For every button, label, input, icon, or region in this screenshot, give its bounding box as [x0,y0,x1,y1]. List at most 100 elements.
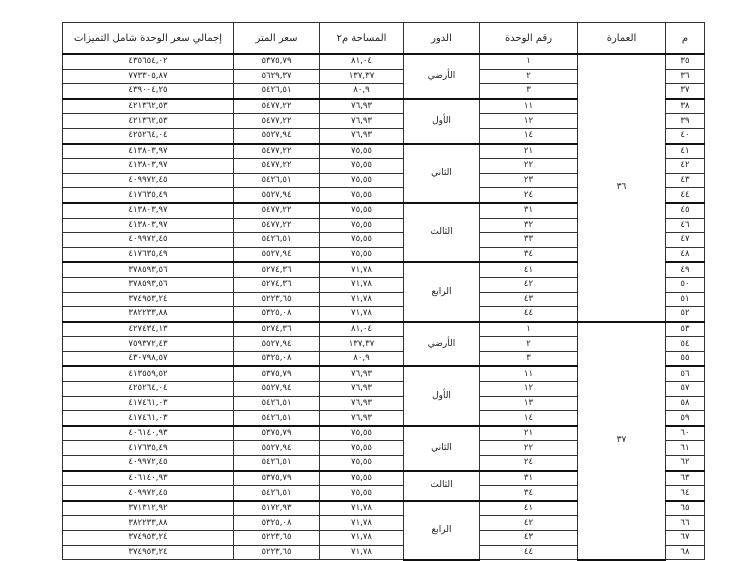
table-row: ٤٥ ٣١ الثالث ٧٥,٥٥ ٥٤٧٧,٢٢ ٤١٣٨٠٣,٩٧ [62,201,705,264]
unit-area: ٧٥,٥٥ [319,485,404,502]
unit-area: ٧٥,٥٥ [319,217,404,234]
unit-area: ٧٦,٩٣ [319,113,404,129]
unit-number: ٣٤ [479,485,578,502]
unit-total-price: ٣٧٤٩٥٣,٢٤ [62,291,234,308]
unit-total-price: ٤٠٩٩٧٢,٤٥ [62,232,234,248]
row-number: ٤١ [665,142,705,160]
row-number: ٣٥ [665,52,705,70]
unit-area: ٧٥,٥٥ [319,201,404,219]
row-number: ٦١ [665,440,705,457]
price-per-meter: ٥٥٢٧,٩٤ [233,187,320,204]
row-number: ٤٥ [665,201,705,219]
unit-area: ٧٥,٥٥ [319,440,404,457]
unit-area: ٧١,٧٨ [319,530,404,546]
unit-number: ٤٣ [479,291,578,308]
header-row: م العمارة رقم الوحدة الدور المساحة م٢ سع… [62,22,705,55]
row-number: ٦٣ [665,469,705,487]
price-per-meter: ٥٤٧٧,٢٢ [233,97,320,115]
price-per-meter: ٥٤٢٦,٥١ [233,232,320,248]
unit-area: ٨١,٠٤ [319,320,404,338]
unit-number: ١٤ [479,410,578,427]
unit-area: ٧١,٧٨ [319,291,404,308]
unit-number: ٤٤ [479,544,578,561]
unit-number: ٤٤ [479,306,578,323]
floor-name: الثاني [403,424,480,472]
unit-area: ١٣٧,٣٧ [319,68,404,85]
row-number: ٥٦ [665,365,705,383]
row-number: ٥٥ [665,350,705,367]
unit-number: ٢٣ [479,172,578,189]
unit-number: ١ [479,52,578,70]
floor-name: الثالث [403,469,480,502]
unit-number: ١ [479,320,578,338]
row-number: ٦٠ [665,424,705,442]
price-per-meter: ٥٥٢٧,٩٤ [233,127,320,145]
unit-total-price: ٧٥٩٣٧٢,٤٣ [62,336,234,352]
unit-total-price: ٤١٧٤٦١,٠٣ [62,395,234,412]
row-number: ٣٧ [665,83,705,100]
unit-total-price: ٤١٣٨٠٣,٩٧ [62,217,234,234]
row-number: ٥٧ [665,381,705,397]
floor-name: الرابع [403,499,480,561]
row-number: ٥٠ [665,276,705,293]
price-per-meter: ٥٣٧٥,٧٩ [233,424,320,442]
price-per-meter: ٥٣٧٥,٧٩ [233,52,320,70]
unit-total-price: ٤١٧٤٦١,٠٣ [62,410,234,427]
table-row: ٦٧ ٤٣ ٧١,٧٨ ٥٢٢٣,٦٥ ٣٧٤٩٥٣,٢٤ [62,530,705,546]
unit-area: ٧٦,٩٣ [319,127,404,145]
building-number: ٣٧ [577,320,666,561]
unit-area: ٨٠,٩ [319,350,404,367]
price-per-meter: ٥١٧٢,٩٣ [233,499,320,517]
unit-area: ٧٦,٩٣ [319,381,404,397]
table-row: ٥٤ ٢ ١٣٧,٣٧ ٥٥٢٧,٩٤ ٧٥٩٣٧٢,٤٣ [62,336,705,352]
row-number: ٦٢ [665,455,705,472]
unit-total-price: ٤١٧٦٣٥,٤٩ [62,187,234,204]
unit-number: ٣١ [479,469,578,487]
unit-number: ٣٤ [479,246,578,263]
row-number: ٦٧ [665,530,705,546]
unit-number: ١١ [479,97,578,115]
row-number: ٣٩ [665,113,705,129]
header-floor: الدور [403,22,480,55]
row-number: ٤٣ [665,172,705,189]
price-per-meter: ٥٢٧٤,٣٦ [233,261,320,278]
unit-number: ٤٣ [479,530,578,546]
table-row: ٥٨ ١٣ ٧٦,٩٣ ٥٤٢٦,٥١ ٤١٧٤٦١,٠٣ [62,395,705,412]
price-per-meter: ٥٣٢٥,٠٨ [233,350,320,367]
unit-total-price: ٤١٧٦٣٥,٤٩ [62,440,234,457]
unit-total-price: ٤١٣٨٠٣,٩٧ [62,158,234,174]
unit-number: ٣١ [479,201,578,219]
price-per-meter: ٥٣٧٥,٧٩ [233,365,320,383]
unit-total-price: ٤٢١٣٦٢,٥٣ [62,97,234,115]
unit-total-price: ٤٠٦١٤٠,٩٣ [62,424,234,442]
price-per-meter: ٥٤٢٦,٥١ [233,485,320,502]
row-number: ٥٣ [665,320,705,338]
unit-number: ٢٢ [479,158,578,174]
floor-name: الثاني [403,142,480,204]
table-row: ٦١ ٢٢ ٧٥,٥٥ ٥٥٢٧,٩٤ ٤١٧٦٣٥,٤٩ [62,440,705,457]
unit-area: ٨٠,٩ [319,83,404,100]
unit-area: ٧٦,٩٣ [319,410,404,427]
row-number: ٥٤ [665,336,705,352]
header-building: العمارة [577,22,666,55]
price-per-meter: ٥٢٧٤,٣٦ [233,276,320,293]
unit-area: ٧٥,٥٥ [319,455,404,472]
row-number: ٤٨ [665,246,705,263]
floor-name: الأرضي [403,53,480,100]
row-number: ٦٦ [665,515,705,531]
unit-total-price: ٤٣٩٠٠٤,٢٥ [62,83,234,100]
unit-total-price: ٤٠٩٩٧٢,٤٥ [62,172,234,189]
price-per-meter: ٥٤٢٦,٥١ [233,83,320,100]
table-row: ٦٤ ٣٤ ٧٥,٥٥ ٥٤٢٦,٥١ ٤٠٩٩٧٢,٤٥ [62,485,705,502]
unit-number: ٤١ [479,499,578,517]
unit-area: ٧٥,٥٥ [319,142,404,160]
table-row: ٣٩ ١٢ ٧٦,٩٣ ٥٤٧٧,٢٢ ٤٢١٣٦٢,٥٣ [62,113,705,129]
price-per-meter: ٥٦٢٩,٣٧ [233,68,320,85]
unit-number: ١٤ [479,127,578,145]
table-row: ٥٧ ١٢ ٧٦,٩٣ ٥٥٢٧,٩٤ ٤٢٥٢٦٤,٠٤ [62,381,705,397]
unit-total-price: ٤٠٩٩٧٢,٤٥ [62,485,234,502]
unit-total-price: ٤٢٥٢٦٤,٠٤ [62,127,234,145]
table-row: ٥٣ ٣٧ ١ الأرضي ٨١,٠٤ ٥٢٧٤,٣٦ ٤٢٧٤٣٤,١٣ [62,320,705,561]
floor-name: الأرضي [403,320,480,368]
row-number: ٦٨ [665,544,705,561]
